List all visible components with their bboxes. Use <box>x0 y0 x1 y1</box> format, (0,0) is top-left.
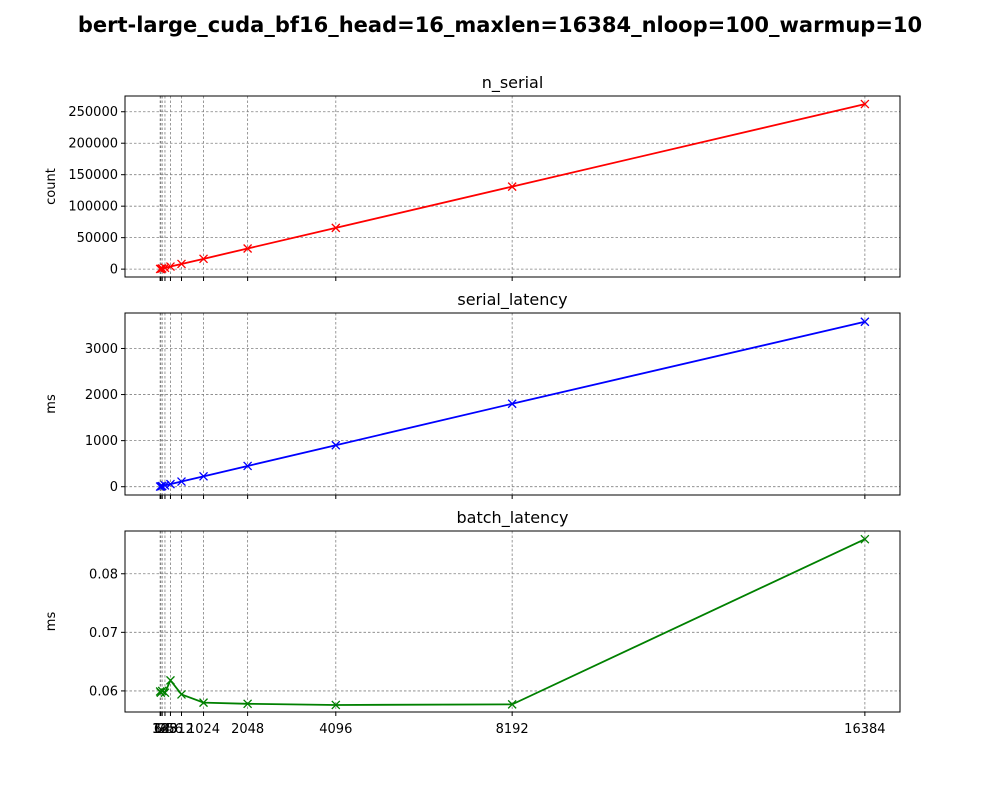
data-point-marker <box>160 480 170 490</box>
data-point-marker <box>177 689 186 699</box>
x-tick-label: 128 <box>153 722 178 737</box>
data-point-marker <box>243 244 253 253</box>
y-tick-label: 250000 <box>68 105 118 120</box>
subplot-batch-latency: batch_latency 0.06 0.07 0.08 ms 1632641282565… <box>44 508 901 737</box>
data-point-marker <box>177 259 186 269</box>
data-point-marker <box>243 461 253 471</box>
x-tick-label: 256 <box>158 722 183 737</box>
data-point-marker <box>331 440 341 450</box>
data-point-marker <box>160 263 170 273</box>
data-point-marker <box>160 688 170 698</box>
y-tick-label: 100000 <box>68 200 118 215</box>
y-axis-label: ms <box>44 612 59 632</box>
y-tick-label: 1000 <box>85 434 118 449</box>
x-tick-label: 512 <box>169 722 194 737</box>
x-tick-label: 16 <box>152 722 169 737</box>
subplots: n_serial 0 50000 100000 150000 200000 250000 co… <box>44 73 901 737</box>
data-point-marker <box>166 262 175 272</box>
figure-title: bert-large_cuda_bf16_head=16_maxlen=1638… <box>78 13 922 37</box>
subplot-serial-latency: serial_latency 0 1000 2000 3000 ms <box>44 290 901 499</box>
subplot-title: n_serial <box>482 73 544 93</box>
y-tick-label: 0 <box>110 480 118 495</box>
data-point-marker <box>860 99 870 109</box>
y-axis-label: count <box>44 168 59 205</box>
x-tick-label: 64 <box>154 722 171 737</box>
x-tick-label: 2048 <box>231 722 264 737</box>
x-tick-label: 4096 <box>319 722 352 737</box>
data-point-marker <box>157 264 167 273</box>
subplot-n-serial: n_serial 0 50000 100000 150000 200000 250000 co… <box>44 73 901 281</box>
y-tick-label: 0.08 <box>89 567 118 582</box>
data-point-marker <box>507 182 517 192</box>
y-tick-label: 200000 <box>68 137 118 152</box>
data-point-marker <box>157 481 167 491</box>
y-tick-label: 50000 <box>77 231 118 246</box>
y-tick-label: 0.07 <box>89 626 118 641</box>
y-tick-label: 150000 <box>68 168 118 183</box>
data-point-marker <box>177 477 186 487</box>
data-point-marker <box>243 699 253 709</box>
data-point-marker <box>331 223 341 233</box>
data-point-marker <box>860 534 870 544</box>
data-point-marker <box>507 699 517 709</box>
x-tick-label: 16384 <box>844 722 885 737</box>
y-tick-label: 0 <box>110 263 118 278</box>
data-point-marker <box>199 698 208 708</box>
axes-frame <box>124 530 901 713</box>
y-tick-label: 3000 <box>85 342 118 357</box>
y-axis-label: ms <box>44 394 59 414</box>
data-point-marker <box>166 479 175 489</box>
data-point-marker <box>166 675 175 685</box>
x-tick-label: 32 <box>153 722 170 737</box>
data-point-marker <box>331 700 341 710</box>
x-tick-label: 8192 <box>496 722 529 737</box>
data-point-marker <box>507 399 517 409</box>
axes-frame <box>124 312 901 496</box>
axes-frame <box>124 95 901 278</box>
y-tick-label: 2000 <box>85 388 118 403</box>
data-point-marker <box>860 317 870 327</box>
x-tick-label: 1024 <box>187 722 220 737</box>
y-tick-label: 0.06 <box>89 684 118 699</box>
subplot-title: serial_latency <box>457 290 567 310</box>
data-point-marker <box>199 471 208 481</box>
subplot-title: batch_latency <box>457 508 569 528</box>
data-point-marker <box>199 254 208 264</box>
